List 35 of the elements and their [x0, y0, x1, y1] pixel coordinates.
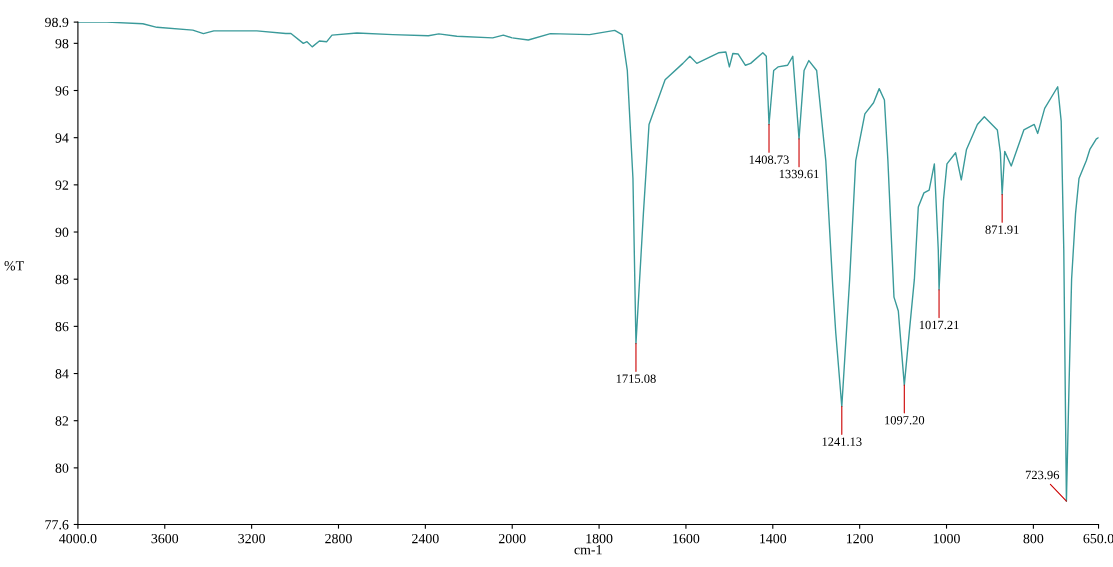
y-tick-label: 96	[55, 86, 69, 96]
y-tick-label: 98.9	[45, 17, 69, 28]
x-tick-label: 650.0	[1083, 533, 1113, 544]
annotation: 1715.08	[616, 374, 656, 383]
x-tick-label: 1000	[933, 533, 960, 544]
x-tick-label: 2000	[498, 533, 526, 544]
y-tick-label: 84	[55, 369, 69, 379]
y-tick-label: 92	[55, 180, 69, 190]
y-tick-label: 80	[55, 463, 69, 473]
annotation: 871.91	[985, 225, 1019, 234]
annotation: 1339.61	[779, 169, 819, 179]
y-tick-label: 77.6	[45, 520, 69, 530]
y-tick-label: 86	[55, 321, 69, 332]
annotation: 1017.21	[919, 320, 959, 330]
x-tick-label: 2800	[325, 533, 352, 544]
x-tick-label: 4000.0	[59, 533, 97, 544]
annotation: 1097.20	[885, 416, 925, 425]
y-tick-label: 94	[55, 133, 69, 143]
y-axis-title: %T	[4, 261, 24, 271]
y-tick-label: 82	[55, 416, 69, 426]
x-tick-label: 2400	[412, 533, 439, 544]
annotation: 1241.13	[822, 437, 862, 446]
y-tick-label: 98	[55, 38, 69, 49]
annotation: 1408.73	[749, 155, 789, 164]
annotation: 723.96	[1025, 470, 1060, 480]
y-tick-label: 88	[55, 274, 69, 285]
x-tick-label: 3600	[151, 533, 179, 544]
x-tick-label: 3200	[238, 533, 265, 544]
x-tick-label: 1200	[847, 533, 874, 544]
x-tick-label: 1800	[586, 533, 613, 544]
x-tick-label: 800	[1023, 533, 1044, 544]
x-tick-label: 1600	[673, 533, 700, 544]
y-tick-label: 90	[55, 227, 69, 237]
x-axis-title: cm-1	[574, 545, 602, 555]
x-tick-label: 1400	[760, 533, 787, 544]
